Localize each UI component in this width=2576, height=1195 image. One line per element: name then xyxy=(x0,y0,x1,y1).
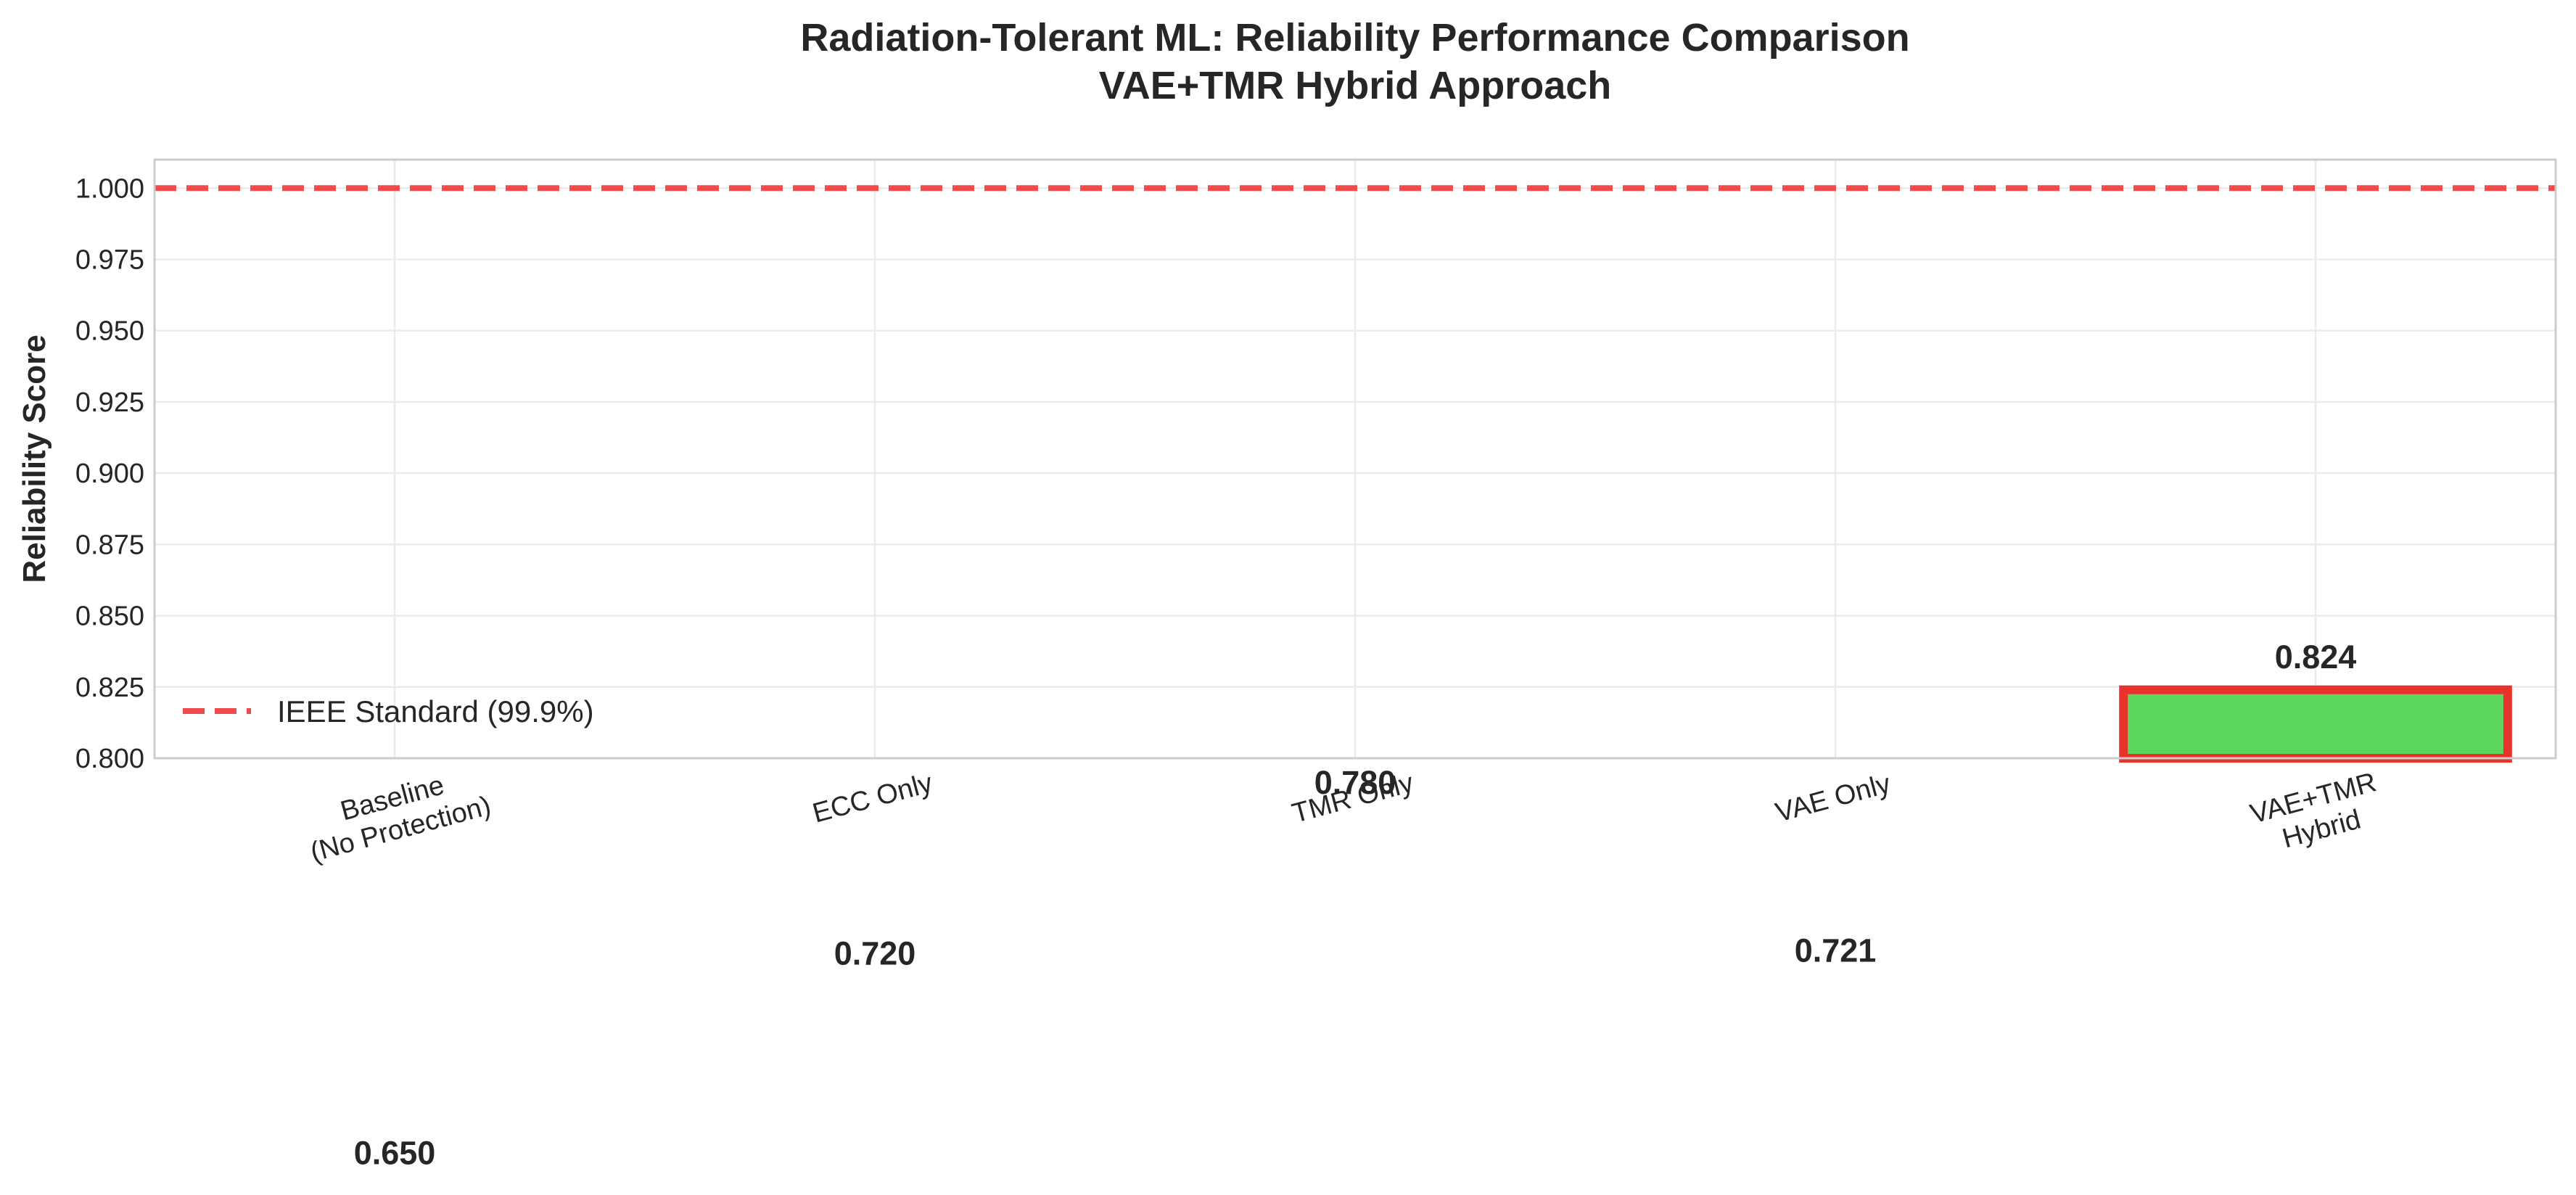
x-tick-label: VAE Only xyxy=(1772,768,1893,828)
value-label: 0.780 xyxy=(1314,764,1396,801)
bars xyxy=(2119,685,2512,763)
y-tick-labels: 0.800 0.825 0.850 0.875 0.900 0.925 0.950 0.975… xyxy=(75,173,144,774)
x-tick-label: ECC Only xyxy=(810,768,936,829)
y-tick-label: 0.825 xyxy=(75,673,144,703)
value-label: 0.720 xyxy=(834,935,916,972)
x-tick-label: VAE+TMRHybrid xyxy=(2247,767,2388,861)
y-tick-label: 0.950 xyxy=(75,316,144,347)
legend: IEEE Standard (99.9%) xyxy=(183,694,594,728)
y-tick-label: 0.800 xyxy=(75,744,144,774)
bar xyxy=(2119,685,2512,763)
y-tick-label: 1.000 xyxy=(75,173,144,204)
value-label: 0.824 xyxy=(2275,638,2357,675)
value-label: 0.650 xyxy=(354,1135,436,1172)
y-tick-label: 0.875 xyxy=(75,530,144,560)
y-tick-label: 0.850 xyxy=(75,601,144,632)
chart-title-line: Radiation-Tolerant ML: Reliability Perfo… xyxy=(800,16,1909,59)
chart-title-line: VAE+TMR Hybrid Approach xyxy=(1099,64,1612,107)
value-label: 0.721 xyxy=(1795,932,1877,969)
y-axis-label: Reliability Score xyxy=(17,334,52,583)
y-tick-label: 0.925 xyxy=(75,387,144,418)
x-tick-label: Baseline(No Protection) xyxy=(299,760,494,868)
plot-frame xyxy=(153,158,2557,760)
value-labels: 0.650 0.720 0.780 0.721 0.824 xyxy=(354,638,2357,1172)
grid-lines xyxy=(155,160,2556,760)
y-tick-label: 0.975 xyxy=(75,245,144,276)
x-tick-label-line: ECC Only xyxy=(810,768,936,829)
chart-title: Radiation-Tolerant ML: Reliability Perfo… xyxy=(800,16,1909,107)
y-tick-label: 0.900 xyxy=(75,459,144,489)
legend-label: IEEE Standard (99.9%) xyxy=(277,694,594,728)
x-tick-label-line: VAE Only xyxy=(1772,768,1893,828)
